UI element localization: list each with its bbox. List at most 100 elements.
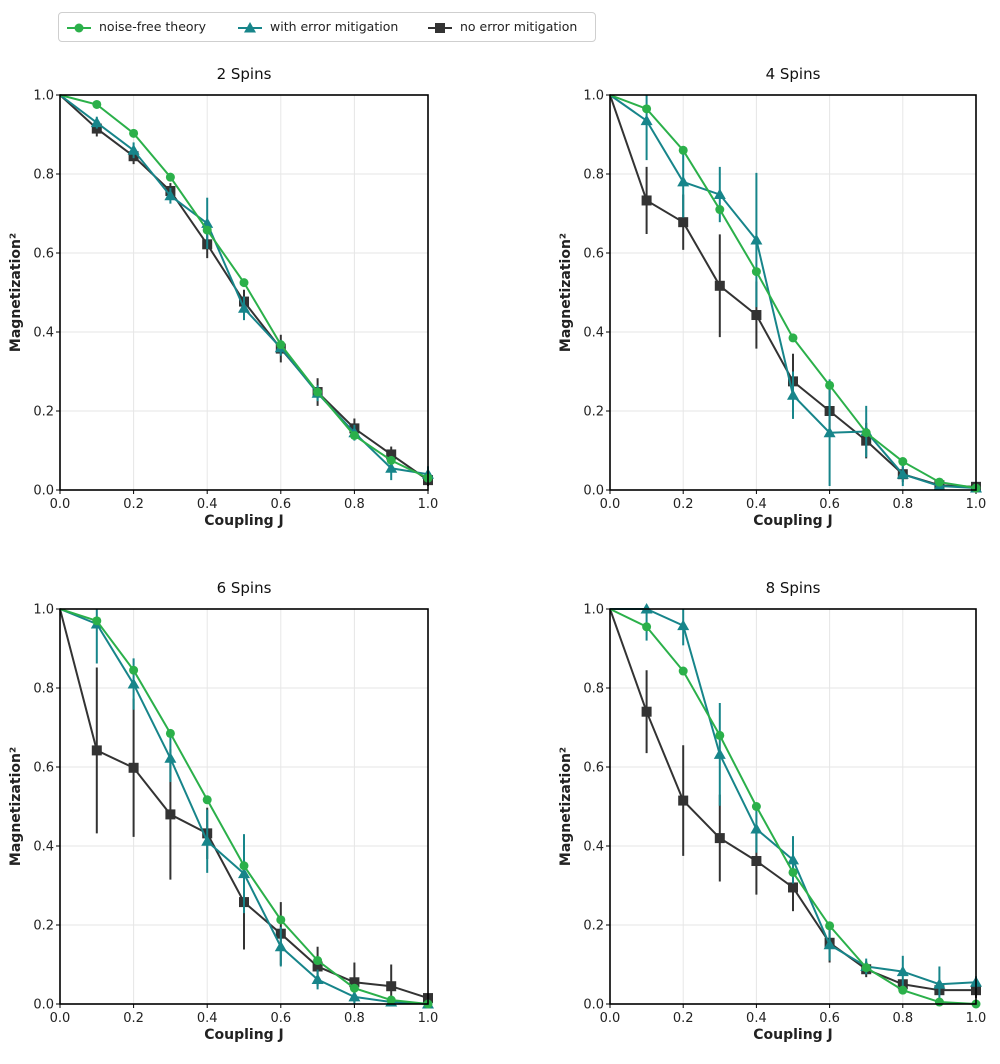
data-point <box>127 144 140 155</box>
data-point <box>201 835 214 846</box>
x-tick-label: 1.0 <box>418 497 439 512</box>
plot-frame <box>59 608 429 1005</box>
series-line-with-error-mitigation <box>609 94 977 490</box>
data-point <box>934 997 944 1007</box>
y-tick-label: 1.0 <box>33 89 54 104</box>
y-tick-label: 0.2 <box>583 405 604 420</box>
data-point <box>386 455 396 465</box>
x-tick-label: 1.0 <box>966 497 987 512</box>
x-tick-label: 0.6 <box>819 497 840 512</box>
plot-frame <box>59 94 429 491</box>
data-point <box>750 823 763 834</box>
data-point <box>898 457 908 467</box>
legend-markers <box>67 22 452 33</box>
y-tick-label: 0.2 <box>583 919 604 934</box>
series-line-noise-free-theory <box>609 94 977 490</box>
data-point <box>896 965 909 977</box>
data-point <box>825 921 835 931</box>
y-tick-label: 0.8 <box>33 682 54 697</box>
x-tick-label: 0.6 <box>270 497 291 512</box>
x-tick-label: 0.4 <box>197 1011 218 1026</box>
data-point <box>787 389 799 400</box>
y-tick-label: 0.8 <box>33 168 54 183</box>
data-point <box>715 730 725 740</box>
data-point <box>276 340 286 350</box>
data-point <box>348 990 361 1002</box>
y-axis-title: Magnetization² <box>8 233 24 352</box>
x-tick-label: 0.8 <box>892 1011 913 1026</box>
y-axis-title: Magnetization² <box>558 747 574 866</box>
x-tick-label: 0.4 <box>197 497 218 512</box>
data-point <box>678 217 689 228</box>
chart-2-spins: 0.0 0.2 0.4 0.6 0.8 1.0 0.0 0.2 0.4 0.6 0.8 1.0 2 Sp… <box>8 65 438 529</box>
y-tick-label: 0.0 <box>33 998 54 1013</box>
data-point <box>825 380 835 390</box>
data-point <box>128 762 139 773</box>
data-point <box>678 145 688 155</box>
legend-marker-with-error-mitigation <box>244 22 256 33</box>
data-point <box>386 995 396 1005</box>
chart-title: 2 Spins <box>217 65 272 83</box>
data-point <box>714 833 725 844</box>
x-axis-title: Coupling J <box>204 1027 284 1043</box>
x-tick-label: 0.0 <box>600 497 621 512</box>
series-line-no-error-mitigation <box>59 94 429 481</box>
data-point <box>788 333 798 343</box>
data-point <box>861 428 871 438</box>
data-point <box>349 983 359 993</box>
x-tick-label: 1.0 <box>966 1011 987 1026</box>
chart-8-spins: 0.0 0.2 0.4 0.6 0.8 1.0 0.0 0.2 0.4 0.6 0.8 1.0 8 Sp… <box>558 579 986 1043</box>
series-line-with-error-mitigation <box>610 608 977 986</box>
x-tick-label: 0.2 <box>123 497 144 512</box>
data-point <box>933 978 946 989</box>
data-point <box>276 915 286 925</box>
x-tick-label: 0.2 <box>123 1011 144 1026</box>
data-point <box>640 114 653 126</box>
x-axis-title: Coupling J <box>204 513 284 529</box>
data-point <box>787 853 799 865</box>
data-point <box>238 867 250 879</box>
x-tick-label: 0.0 <box>50 1011 71 1026</box>
data-point <box>751 310 762 321</box>
legend-label-no-error-mitigation: no error mitigation <box>460 19 578 34</box>
data-point <box>127 678 140 689</box>
legend-marker-no-error-mitigation <box>435 23 445 33</box>
data-point <box>313 956 323 966</box>
x-tick-label: 0.6 <box>270 1011 291 1026</box>
data-point <box>313 387 323 397</box>
data-point <box>641 706 652 717</box>
y-tick-label: 1.0 <box>583 603 604 618</box>
data-point <box>788 882 798 893</box>
data-point <box>165 809 176 820</box>
series-with-error-mitigation <box>610 603 982 1003</box>
data-point <box>642 104 652 114</box>
series-with-error-mitigation <box>609 94 982 493</box>
y-tick-label: 1.0 <box>33 603 54 618</box>
data-point <box>92 616 102 626</box>
data-point <box>311 973 324 985</box>
data-point <box>238 302 250 313</box>
y-tick-label: 0.4 <box>583 840 604 855</box>
x-tick-label: 1.0 <box>418 1011 439 1026</box>
y-tick-label: 0.6 <box>33 761 54 776</box>
chart-6-spins: 0.0 0.2 0.4 0.6 0.8 1.0 0.0 0.2 0.4 0.6 0.8 1.0 6 Sp… <box>8 579 438 1043</box>
series-no-error-mitigation <box>59 94 433 487</box>
y-tick-label: 0.8 <box>583 168 604 183</box>
data-point <box>90 116 103 128</box>
data-point <box>641 195 652 206</box>
data-point <box>678 795 689 806</box>
x-tick-label: 0.8 <box>892 497 913 512</box>
data-point <box>750 233 763 245</box>
series-noise-free-theory <box>609 608 981 1009</box>
x-tick-label: 0.6 <box>819 1011 840 1026</box>
y-tick-label: 0.0 <box>583 484 604 499</box>
data-point <box>165 728 175 738</box>
legend-label-with-error-mitigation: with error mitigation <box>270 19 399 34</box>
plot-frame <box>609 608 977 1005</box>
data-point <box>386 449 397 460</box>
data-point <box>751 856 762 867</box>
data-point <box>714 280 725 291</box>
data-point <box>715 205 725 215</box>
data-point <box>349 430 359 440</box>
y-tick-label: 0.0 <box>583 998 604 1013</box>
